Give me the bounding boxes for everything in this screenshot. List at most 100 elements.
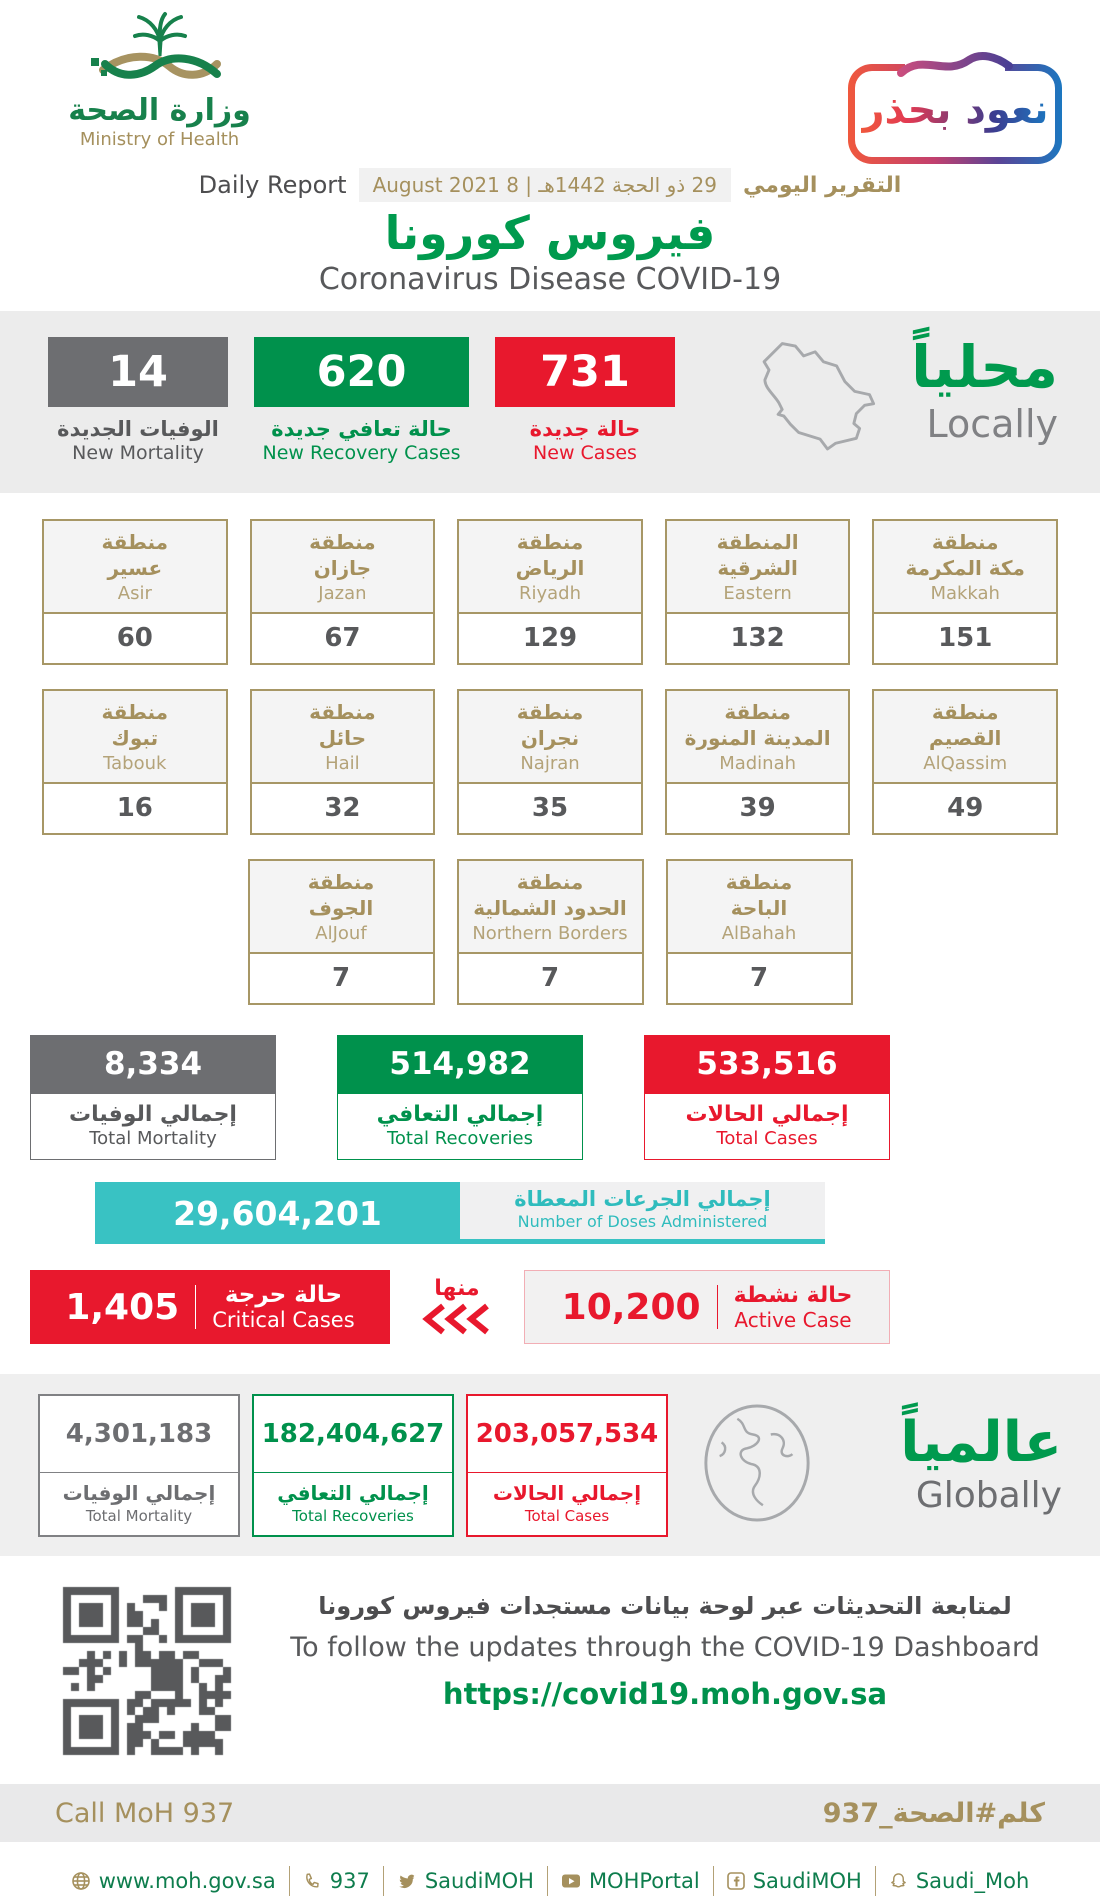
active-value: 10,200 — [561, 1286, 701, 1328]
qr-code — [58, 1582, 236, 1760]
region-value: 35 — [459, 784, 641, 833]
new-cases-stat: 731 حالة جديدة New Cases — [495, 337, 675, 464]
footer-website[interactable]: www.moh.gov.sa — [58, 1869, 289, 1893]
ministry-name-arabic: وزارة الصحة — [68, 93, 251, 128]
report-label-arabic: التقرير اليومي — [742, 172, 902, 198]
new-cases-value: 731 — [495, 337, 675, 407]
region-name-en: Hail — [325, 753, 360, 774]
globally-heading-arabic: عالمياً — [900, 1410, 1062, 1476]
moh-palm-logo-icon — [90, 12, 221, 79]
globe-web-icon — [71, 1872, 90, 1890]
footer-youtube[interactable]: MOHPortal — [548, 1869, 713, 1893]
call-hashtag-label: كلم#الصحة_937 — [822, 1797, 1045, 1829]
region-name-en: AlJouf — [315, 923, 367, 944]
region-name-en: AlBahah — [721, 923, 797, 944]
total-recoveries-label-en: Total Recoveries — [386, 1128, 534, 1149]
region-value: 151 — [874, 614, 1056, 663]
region-name-en: Asir — [117, 583, 152, 604]
badge-text: نعود بحذر — [861, 90, 1048, 138]
region-card-asir: منطقة عسير Asir 60 — [42, 519, 228, 665]
global-mortality-label-ar: إجمالي الوفيات — [62, 1480, 216, 1505]
region-card-hail: منطقة حائل Hail 32 — [249, 689, 436, 835]
new-cases-label-ar: حالة جديدة — [529, 417, 641, 441]
call-strip: Call MoH 937 كلم#الصحة_937 — [0, 1784, 1100, 1842]
region-card-aljouf: منطقة الجوف AlJouf 7 — [247, 859, 435, 1005]
globe-icon — [704, 1404, 810, 1522]
footer-contacts: www.moh.gov.sa 937 SaudiMOH MOHPortal Sa… — [0, 1866, 1100, 1896]
active-label-ar: حالة نشطة — [733, 1282, 853, 1308]
call-moh-label: Call MoH 937 — [55, 1797, 235, 1829]
doses-label-ar: إجمالي الجرعات المعطاة — [514, 1187, 771, 1211]
region-name-en: Jazan — [318, 583, 367, 604]
page-title-arabic: فيروس كورونا — [384, 206, 716, 260]
critical-cases-card: حالة حرجة Critical Cases 1,405 — [30, 1270, 390, 1344]
chevrons-left-icon — [422, 1303, 489, 1334]
of-which-label: منها — [434, 1275, 480, 1301]
of-which-indicator: منها — [421, 1276, 493, 1339]
ministry-name-english: Ministry of Health — [79, 129, 240, 150]
region-name-en: Eastern — [723, 583, 792, 604]
region-name-en: Najran — [520, 753, 580, 774]
badge-wave-icon — [897, 52, 1013, 77]
footer-facebook[interactable]: SaudiMOH — [714, 1869, 875, 1893]
new-mortality-stat: 14 الوفيات الجديدة New Mortality — [48, 337, 228, 464]
moh-logo: وزارة الصحة Ministry of Health — [42, 10, 277, 150]
global-mortality-label-en: Total Mortality — [85, 1506, 193, 1525]
critical-label-ar: حالة حرجة — [224, 1282, 343, 1308]
new-mortality-value: 14 — [48, 337, 228, 407]
header: وزارة الصحة Ministry of Health نعود بحذر — [0, 0, 1100, 168]
footer-phone[interactable]: 937 — [290, 1869, 383, 1893]
global-cases-card: 203,057,534 إجمالي الحالات Total Cases — [466, 1393, 668, 1537]
total-mortality-label-en: Total Mortality — [89, 1128, 217, 1149]
region-card-riyadh: منطقة الرياض Riyadh 129 — [457, 519, 643, 665]
new-recovery-label-en: New Recovery Cases — [262, 442, 461, 464]
dashboard-note-english: To follow the updates through the COVID-… — [290, 1632, 1040, 1663]
global-cases-label-ar: إجمالي الحالات — [492, 1480, 642, 1505]
footer-snapchat[interactable]: Saudi_Moh — [876, 1869, 1042, 1893]
phone-icon — [305, 1872, 319, 1887]
doses-administered-bar: 29,604,201 إجمالي الجرعات المعطاة Number… — [95, 1182, 825, 1244]
total-mortality-label-ar: إجمالي الوفيات — [69, 1102, 237, 1127]
active-cases-card: حالة نشطة Active Case 10,200 — [524, 1270, 890, 1344]
region-value: 60 — [44, 614, 226, 663]
critical-value: 1,405 — [65, 1286, 180, 1328]
new-mortality-label-en: New Mortality — [72, 442, 204, 464]
local-totals-row: 533,516 إجمالي الحالات Total Cases 514,9… — [0, 1005, 1100, 1160]
region-card-albahah: منطقة الباحة AlBahah 7 — [665, 859, 853, 1005]
region-card-makkah: منطقة مكة المكرمة Makkah 151 — [872, 519, 1058, 665]
region-value: 132 — [666, 614, 849, 663]
region-value: 7 — [667, 954, 851, 1003]
region-value: 129 — [459, 614, 641, 663]
global-cases-value: 203,057,534 — [468, 1396, 666, 1473]
region-value: 7 — [249, 954, 433, 1003]
total-mortality-value: 8,334 — [30, 1035, 276, 1093]
region-card-jazan: منطقة جازان Jazan 67 — [249, 519, 436, 665]
region-card-alqassim: منطقة القصيم AlQassim 49 — [872, 689, 1058, 835]
total-recoveries-label-ar: إجمالي التعافي — [376, 1102, 544, 1127]
return-with-caution-badge: نعود بحذر — [848, 52, 1062, 164]
new-recovery-value: 620 — [254, 337, 469, 407]
footer-twitter[interactable]: SaudiMOH — [384, 1869, 547, 1893]
total-mortality-card: 8,334 إجمالي الوفيات Total Mortality — [30, 1035, 276, 1160]
global-recoveries-card: 182,404,627 إجمالي التعافي Total Recover… — [252, 1393, 454, 1537]
region-name-en: Madinah — [719, 753, 797, 774]
region-card-eastern: المنطقة الشرقية Eastern 132 — [664, 519, 851, 665]
global-mortality-card: 4,301,183 إجمالي الوفيات Total Mortality — [38, 1393, 240, 1537]
total-cases-card: 533,516 إجمالي الحالات Total Cases — [644, 1035, 890, 1160]
global-cases-label-en: Total Cases — [524, 1506, 610, 1525]
region-card-northern-borders: منطقة الحدود الشمالية Northern Borders 7 — [456, 859, 644, 1005]
new-recovery-label-ar: حالة تعافي جديدة — [271, 417, 452, 441]
dashboard-note-arabic: لمتابعة التحديثات عبر لوحة بيانات مستجدا… — [318, 1592, 1012, 1620]
region-card-madinah: منطقة المدينة المنورة Madinah 39 — [664, 689, 851, 835]
total-recoveries-value: 514,982 — [337, 1035, 583, 1093]
globally-section: 4,301,183 إجمالي الوفيات Total Mortality… — [0, 1374, 1100, 1556]
region-card-tabouk: منطقة تبوك Tabouk 16 — [42, 689, 228, 835]
region-name-en: Makkah — [930, 583, 1000, 604]
locally-heading-english: Locally — [926, 401, 1058, 446]
region-value: 7 — [458, 954, 642, 1003]
region-value: 39 — [666, 784, 849, 833]
global-mortality-value: 4,301,183 — [40, 1396, 238, 1473]
doses-value: 29,604,201 — [173, 1193, 382, 1233]
dashboard-url-link[interactable]: https://covid19.moh.gov.sa — [442, 1677, 888, 1711]
locally-heading-arabic: محلياً — [911, 333, 1058, 401]
